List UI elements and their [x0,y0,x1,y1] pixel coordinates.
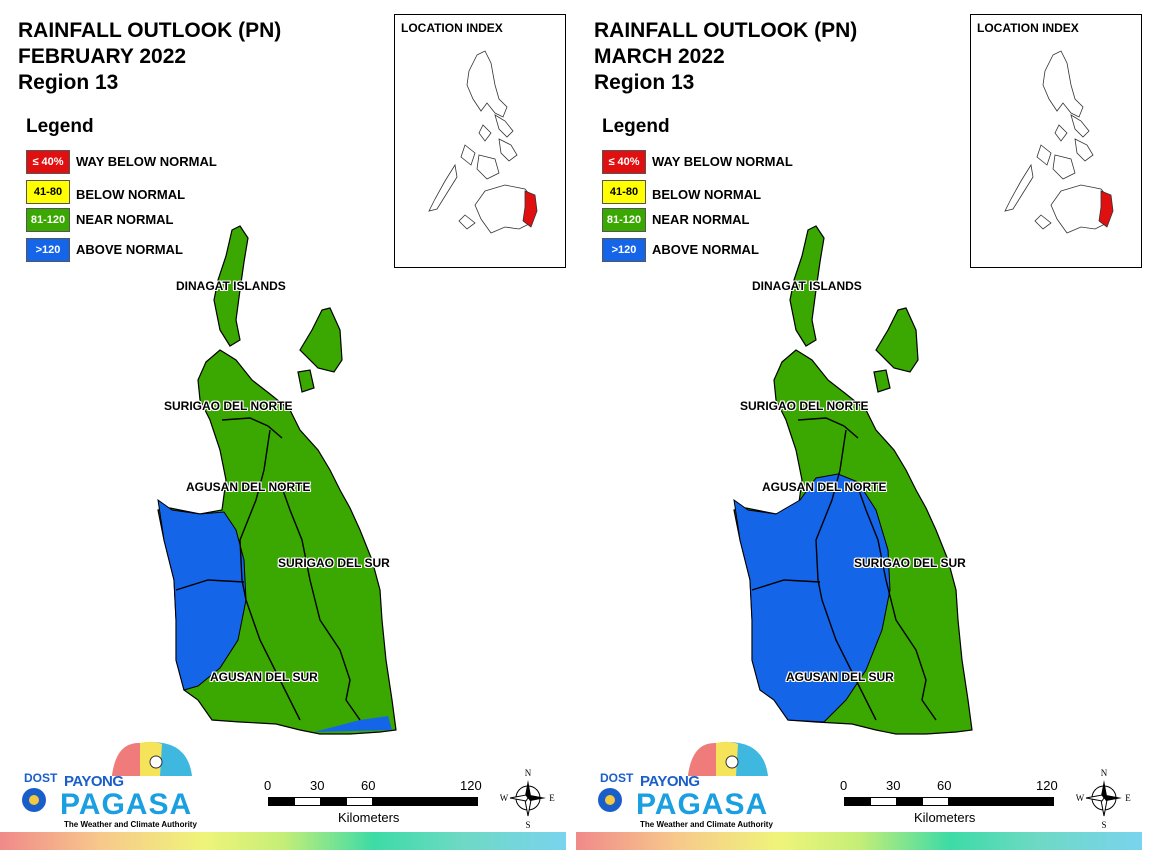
title-line1: RAINFALL OUTLOOK (PN) [18,19,282,42]
compass-w: W [500,793,509,803]
scale-tick: 120 [1036,778,1058,793]
scale-unit: Kilometers [914,810,976,825]
label-agusan-norte: AGUSAN DEL NORTE [762,480,887,494]
umbrella-icon [598,741,768,812]
location-index-title: LOCATION INDEX [401,21,503,35]
scale-tick: 120 [460,778,482,793]
pagasa-logo: DOST PAYONG PAGASA The Weather and Clima… [16,740,206,832]
compass-n: N [525,768,532,778]
legend-label: NEAR NORMAL [652,212,750,227]
payong-text: PAYONG [640,773,700,790]
scale-tick: 0 [264,778,272,793]
label-surigao-norte: SURIGAO DEL NORTE [740,399,869,413]
compass-e: E [1125,793,1131,803]
legend-swatch: 81-120 [26,208,70,232]
tagline-text: The Weather and Climate Authority [64,820,197,829]
label-surigao-norte: SURIGAO DEL NORTE [164,399,293,413]
scale-bar: 0 30 60 120 Kilometers [262,778,492,828]
legend-swatch: ≤ 40% [26,150,70,174]
title-line1: RAINFALL OUTLOOK (PN) [594,19,858,42]
legend-label: WAY BELOW NORMAL [652,154,793,169]
payong-text: PAYONG [64,773,124,790]
label-agusan-sur: AGUSAN DEL SUR [786,670,894,684]
compass-e: E [549,793,555,803]
above-normal-zone [157,498,247,691]
compass-rose-icon: N S W E [500,766,556,832]
scale-tick: 0 [840,778,848,793]
label-dinagat: DINAGAT ISLANDS [752,279,862,293]
legend-swatch: ≤ 40% [602,150,646,174]
legend-swatch: 81-120 [602,208,646,232]
region13-highlight [522,190,538,228]
legend-swatch: >120 [26,238,70,262]
scale-tick: 30 [310,778,325,793]
legend-swatch: 41-80 [602,180,646,204]
philippines-outline-map [1004,50,1114,234]
dost-text: DOST [24,771,58,785]
title-line2: MARCH 2022 [594,45,725,68]
legend-label: ABOVE NORMAL [76,242,183,257]
scale-tick: 30 [886,778,901,793]
location-index: LOCATION INDEX [970,14,1142,268]
pagasa-logo: DOST PAYONG PAGASA The Weather and Clima… [592,740,782,832]
pagasa-text: PAGASA [636,788,769,821]
legend-label: ABOVE NORMAL [652,242,759,257]
compass-rose-icon: N S W E [1076,766,1132,832]
legend-title: Legend [26,116,94,137]
region13-highlight [1098,190,1114,228]
location-index-title: LOCATION INDEX [977,21,1079,35]
label-agusan-sur: AGUSAN DEL SUR [210,670,318,684]
scale-bar: 0 30 60 120 Kilometers [838,778,1068,828]
legend-title: Legend [602,116,670,137]
legend-label: WAY BELOW NORMAL [76,154,217,169]
dost-text: DOST [600,771,634,785]
legend-swatch: 41-80 [26,180,70,204]
compass-s: S [1101,820,1106,830]
pagasa-text: PAGASA [60,788,193,821]
color-strip [576,832,1142,850]
title-line3: Region 13 [594,71,695,94]
map-title: RAINFALL OUTLOOK (PN) MARCH 2022 Region … [594,18,857,96]
region13-map [733,225,973,735]
label-surigao-sur: SURIGAO DEL SUR [278,556,390,570]
legend-label: BELOW NORMAL [76,187,186,202]
panel-march: RAINFALL OUTLOOK (PN) MARCH 2022 Region … [576,0,1152,864]
legend-label: BELOW NORMAL [652,187,762,202]
region13-map [157,225,397,735]
philippines-outline-map [428,50,538,234]
tagline-text: The Weather and Climate Authority [640,820,773,829]
compass-s: S [525,820,530,830]
label-dinagat: DINAGAT ISLANDS [176,279,286,293]
color-strip [0,832,566,850]
title-line3: Region 13 [18,71,119,94]
panel-february: RAINFALL OUTLOOK (PN) FEBRUARY 2022 Regi… [0,14,566,850]
label-agusan-norte: AGUSAN DEL NORTE [186,480,311,494]
scale-unit: Kilometers [338,810,400,825]
compass-n: N [1101,768,1108,778]
label-surigao-sur: SURIGAO DEL SUR [854,556,966,570]
legend-label: NEAR NORMAL [76,212,174,227]
above-normal-zone [733,473,891,723]
umbrella-icon [22,741,192,812]
location-index: LOCATION INDEX [394,14,566,268]
scale-tick: 60 [361,778,376,793]
map-title: RAINFALL OUTLOOK (PN) FEBRUARY 2022 Regi… [18,18,281,96]
legend-swatch: >120 [602,238,646,262]
compass-w: W [1076,793,1085,803]
title-line2: FEBRUARY 2022 [18,45,187,68]
above-normal-zone-south [314,716,392,732]
scale-tick: 60 [937,778,952,793]
